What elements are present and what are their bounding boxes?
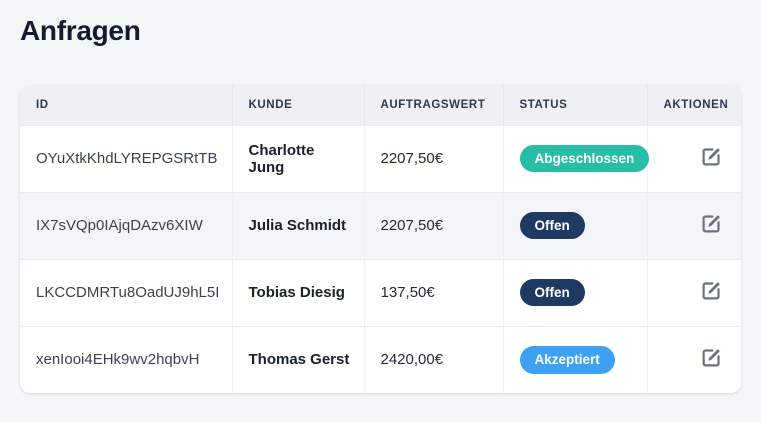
column-header-status: STATUS (502, 85, 647, 125)
status-cell: Akzeptiert (502, 325, 647, 393)
column-header-aktionen: AKTIONEN (646, 85, 741, 125)
requests-table-card: ID KUNDE AUFTRAGSWERT STATUS AKTIONEN OY… (20, 85, 741, 393)
edit-button[interactable] (701, 146, 722, 167)
page-title: Anfragen (20, 15, 141, 46)
edit-icon (701, 146, 722, 167)
edit-icon (701, 347, 722, 368)
table-header: ID KUNDE AUFTRAGSWERT STATUS AKTIONEN (20, 85, 741, 125)
customer-name: Charlotte Jung (231, 124, 364, 192)
column-header-id: ID (20, 85, 232, 125)
requests-table: ID KUNDE AUFTRAGSWERT STATUS AKTIONEN OY… (20, 85, 741, 393)
table-row: IX7sVQp0IAjqDAzv6XIW Julia Schmidt 2207,… (20, 191, 741, 259)
table-row: LKCCDMRTu8OadUJ9hL5I Tobias Diesig 137,5… (20, 258, 741, 326)
status-badge: Offen (519, 278, 585, 307)
request-id: LKCCDMRTu8OadUJ9hL5I (20, 258, 232, 326)
order-value: 137,50€ (363, 258, 503, 326)
order-value: 2420,00€ (363, 325, 503, 393)
request-id: OYuXtkKhdLYREPGSRtTB (20, 124, 232, 192)
status-badge: Akzeptiert (519, 346, 615, 374)
request-id: xenIooi4EHk9wv2hqbvH (20, 325, 232, 393)
table-row: xenIooi4EHk9wv2hqbvH Thomas Gerst 2420,0… (20, 325, 741, 393)
status-cell: Offen (502, 258, 647, 326)
edit-button[interactable] (701, 347, 722, 368)
edit-button[interactable] (701, 213, 722, 234)
status-cell: Offen (502, 191, 647, 259)
edit-button[interactable] (701, 280, 722, 301)
order-value: 2207,50€ (363, 124, 503, 192)
actions-cell (646, 325, 741, 393)
edit-icon (701, 280, 722, 301)
request-id: IX7sVQp0IAjqDAzv6XIW (20, 191, 232, 259)
actions-cell (646, 191, 741, 259)
table-body: OYuXtkKhdLYREPGSRtTB Charlotte Jung 2207… (20, 124, 741, 393)
status-badge: Abgeschlossen (519, 144, 650, 173)
customer-name: Julia Schmidt (231, 191, 364, 259)
column-header-auftragswert: AUFTRAGSWERT (363, 85, 503, 125)
column-header-kunde: KUNDE (231, 85, 364, 125)
edit-icon (701, 213, 722, 234)
actions-cell (646, 258, 741, 326)
table-row: OYuXtkKhdLYREPGSRtTB Charlotte Jung 2207… (20, 124, 741, 192)
customer-name: Thomas Gerst (231, 325, 364, 393)
order-value: 2207,50€ (363, 191, 503, 259)
status-cell: Abgeschlossen (502, 124, 650, 192)
customer-name: Tobias Diesig (231, 258, 364, 326)
status-badge: Offen (519, 211, 585, 240)
actions-cell (646, 124, 741, 192)
